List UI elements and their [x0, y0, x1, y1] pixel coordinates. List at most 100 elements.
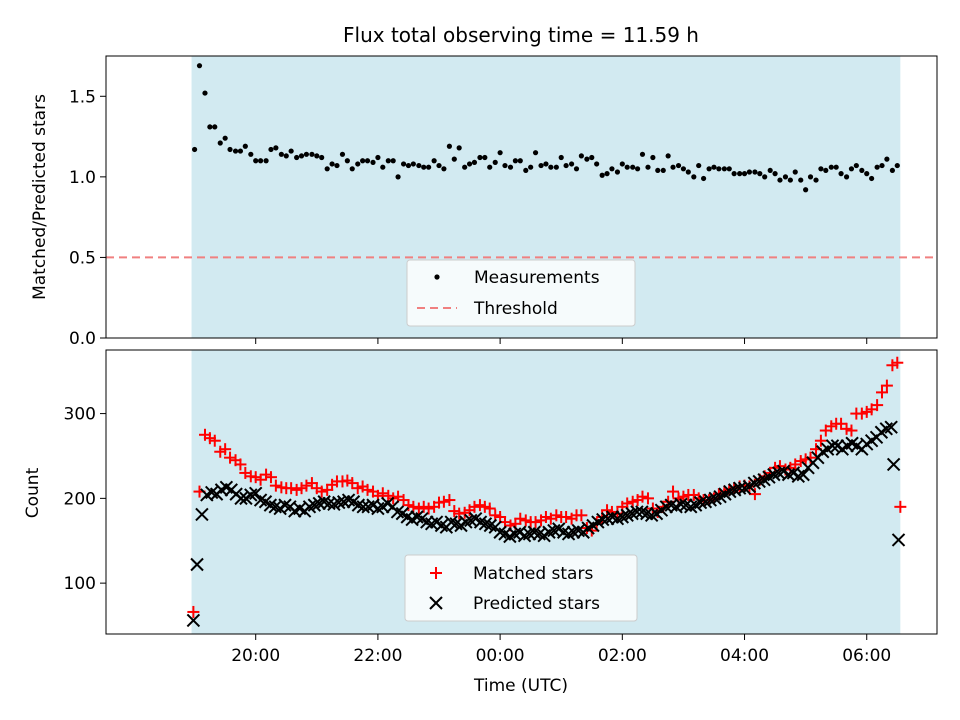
matched-star-point [871, 399, 884, 412]
measurement-point [487, 164, 493, 170]
predicted-star-point [263, 498, 278, 512]
measurement-point [517, 158, 523, 164]
measurement-point [242, 143, 248, 149]
measurement-point [492, 159, 498, 165]
measurement-point [777, 177, 783, 183]
measurement-point [894, 162, 900, 169]
measurement-point [298, 153, 305, 159]
measurement-point [339, 151, 346, 157]
measurement-point [803, 187, 809, 193]
matched-star-point [234, 458, 247, 471]
measurement-points [0, 63, 900, 193]
measurement-point [706, 166, 712, 172]
bottom-ylabel: Count [23, 467, 43, 518]
measurement-point [823, 167, 829, 174]
matched-star-point [876, 386, 889, 399]
bottom-panel: 100 200 300 20:00 22:00 00:00 02:00 04:00 06:00… [23, 349, 938, 696]
measurement-point [0, 148, 3, 153]
measurement-point [278, 151, 284, 157]
predicted-star-point [410, 510, 424, 524]
matched-star-point [529, 516, 542, 529]
top-ytick-label: 0.5 [69, 248, 96, 268]
measurement-point [757, 171, 763, 177]
measurement-point [818, 166, 824, 172]
measurement-point [864, 171, 870, 177]
measurement-point [309, 151, 315, 157]
legend-measurements-marker [434, 274, 440, 280]
predicted-star-point [674, 497, 688, 511]
bottom-xtick-label: 06:00 [842, 646, 891, 666]
predicted-star-point [571, 523, 586, 538]
top-ytick-label: 0.0 [69, 329, 96, 349]
measurement-point [283, 153, 289, 159]
predicted-star-point [679, 498, 693, 512]
predicted-star-point [332, 495, 346, 510]
measurement-point [375, 154, 381, 161]
measurement-point [227, 146, 233, 153]
measurement-point [0, 134, 3, 139]
matched-star-point [667, 485, 680, 498]
measurement-point [752, 169, 758, 175]
measurement-point [675, 162, 682, 169]
predicted-star-point [879, 422, 893, 436]
measurement-point [889, 167, 895, 174]
measurement-point [385, 158, 391, 164]
measurement-point [502, 162, 508, 169]
measurement-point [532, 150, 539, 156]
predicted-star-point [605, 510, 620, 524]
measurement-point [344, 158, 350, 164]
legend-matched-marker [430, 567, 442, 579]
measurement-point [410, 161, 416, 167]
matched-star-point [814, 434, 827, 447]
matched-star-point [437, 495, 450, 508]
measurement-point [482, 154, 488, 161]
measurement-point [711, 164, 717, 170]
measurement-point [303, 151, 310, 157]
predicted-star-point [747, 476, 762, 490]
predicted-star-point [190, 557, 204, 572]
measurement-point [691, 174, 697, 180]
measurement-point [578, 153, 584, 159]
measurement-point [782, 174, 789, 180]
measurement-point [0, 152, 3, 157]
predicted-star-point [341, 493, 356, 507]
measurement-point [390, 158, 396, 164]
measurement-point [660, 167, 666, 174]
measurement-point [202, 90, 208, 96]
measurement-point [191, 146, 198, 153]
measurement-point [650, 154, 656, 161]
measurement-point [772, 171, 778, 177]
measurement-point [314, 153, 320, 159]
measurement-point [594, 161, 600, 167]
measurement-point [253, 158, 259, 164]
predicted-star-point [186, 613, 201, 628]
matched-star-point [835, 417, 848, 430]
matched-star-point [422, 502, 435, 515]
predicted-star-point [693, 495, 708, 510]
top-panel: 0.0 0.5 1.0 1.5 Matched/Predicted stars Mea… [0, 55, 938, 349]
bottom-xtick-label: 02:00 [598, 646, 647, 666]
predicted-star-point [825, 439, 840, 453]
predicted-star-point [723, 484, 737, 499]
matched-star-point [483, 502, 496, 515]
measurement-point [731, 171, 737, 177]
matched-star-point [845, 424, 858, 437]
measurement-point [466, 161, 473, 167]
matched-star-point [361, 483, 374, 496]
measurement-point [334, 162, 340, 169]
measurement-point [833, 164, 839, 170]
predicted-star-point [635, 505, 649, 519]
matched-star-point [219, 443, 232, 456]
bottom-xtick-label: 22:00 [353, 646, 402, 666]
matched-star-point [560, 511, 573, 524]
measurement-point [222, 135, 228, 141]
predicted-star-point [478, 517, 493, 531]
measurement-point [609, 166, 615, 172]
measurement-point [614, 169, 621, 175]
measurement-point [700, 175, 707, 182]
predicted-star-point [884, 420, 898, 434]
measurement-point [538, 162, 544, 169]
measurement-point [477, 154, 483, 161]
top-x-ticks [255, 338, 868, 344]
predicted-star-point [610, 511, 625, 526]
